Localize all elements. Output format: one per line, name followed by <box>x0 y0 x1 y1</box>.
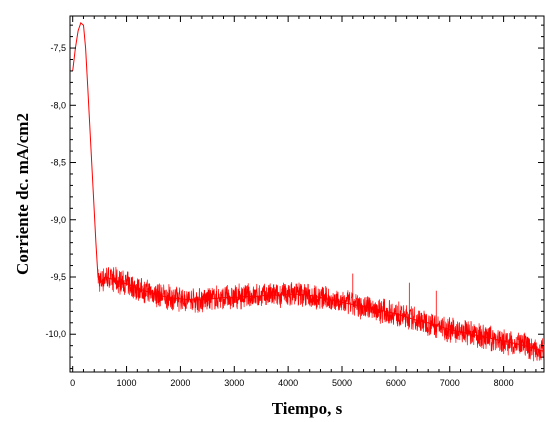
series-line <box>72 22 545 352</box>
y-axis-title: Corriente dc. mA/cm2 <box>13 113 32 275</box>
x-tick-label: 1000 <box>117 378 137 388</box>
y-tick-label: -10,0 <box>45 329 66 339</box>
y-tick-label: -7,5 <box>50 43 66 53</box>
x-tick-label: 7000 <box>440 378 460 388</box>
plot-frame <box>69 15 545 373</box>
y-tick-label: -8,0 <box>50 100 66 110</box>
y-tick-label: -8,5 <box>50 158 66 168</box>
x-tick-label: 3000 <box>224 378 244 388</box>
x-tick-label: 4000 <box>278 378 298 388</box>
y-axis: -7,5 -8,0 -8,5 -9,0 -9,5 -10,0 <box>45 24 544 370</box>
x-axis: 0 1000 2000 3000 4000 5000 6000 7000 8000 <box>70 16 537 388</box>
y-tick-label: -9,0 <box>50 215 66 225</box>
y-tick-label: -9,5 <box>50 272 66 282</box>
x-tick-label: 5000 <box>332 378 352 388</box>
x-axis-title: Tiempo, s <box>272 399 343 418</box>
x-tick-label: 2000 <box>170 378 190 388</box>
x-tick-label: 8000 <box>494 378 514 388</box>
x-tick-label: 6000 <box>386 378 406 388</box>
x-tick-label: 0 <box>70 378 75 388</box>
